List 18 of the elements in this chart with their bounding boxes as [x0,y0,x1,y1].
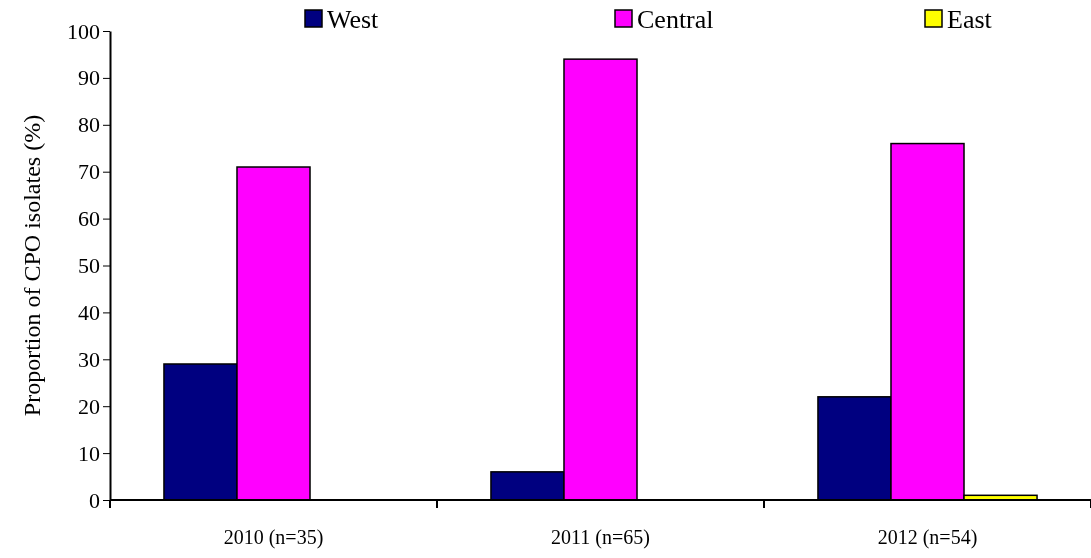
x-tick-label: 2011 (n=65) [551,526,650,550]
y-tick-label: 70 [78,159,100,185]
y-tick-label: 60 [78,206,100,232]
legend-label: East [947,5,993,34]
x-tick-label: 2012 (n=54) [877,526,978,550]
y-tick-label: 0 [89,487,100,513]
y-tick-label: 100 [67,18,100,44]
y-tick-label: 50 [78,253,100,279]
legend-label: West [327,5,380,34]
y-tick-label: 20 [78,393,100,419]
y-tick-label: 30 [78,346,100,372]
y-tick-label: 40 [78,299,100,325]
legend-label: Central [637,5,714,34]
y-tick-label: 10 [78,440,100,466]
y-tick-label: 90 [78,65,100,91]
y-axis-title: Proportion of CPO isolates (%) [19,114,45,417]
y-tick-label: 80 [78,112,100,138]
x-tick-label: 2010 (n=35) [223,526,324,550]
